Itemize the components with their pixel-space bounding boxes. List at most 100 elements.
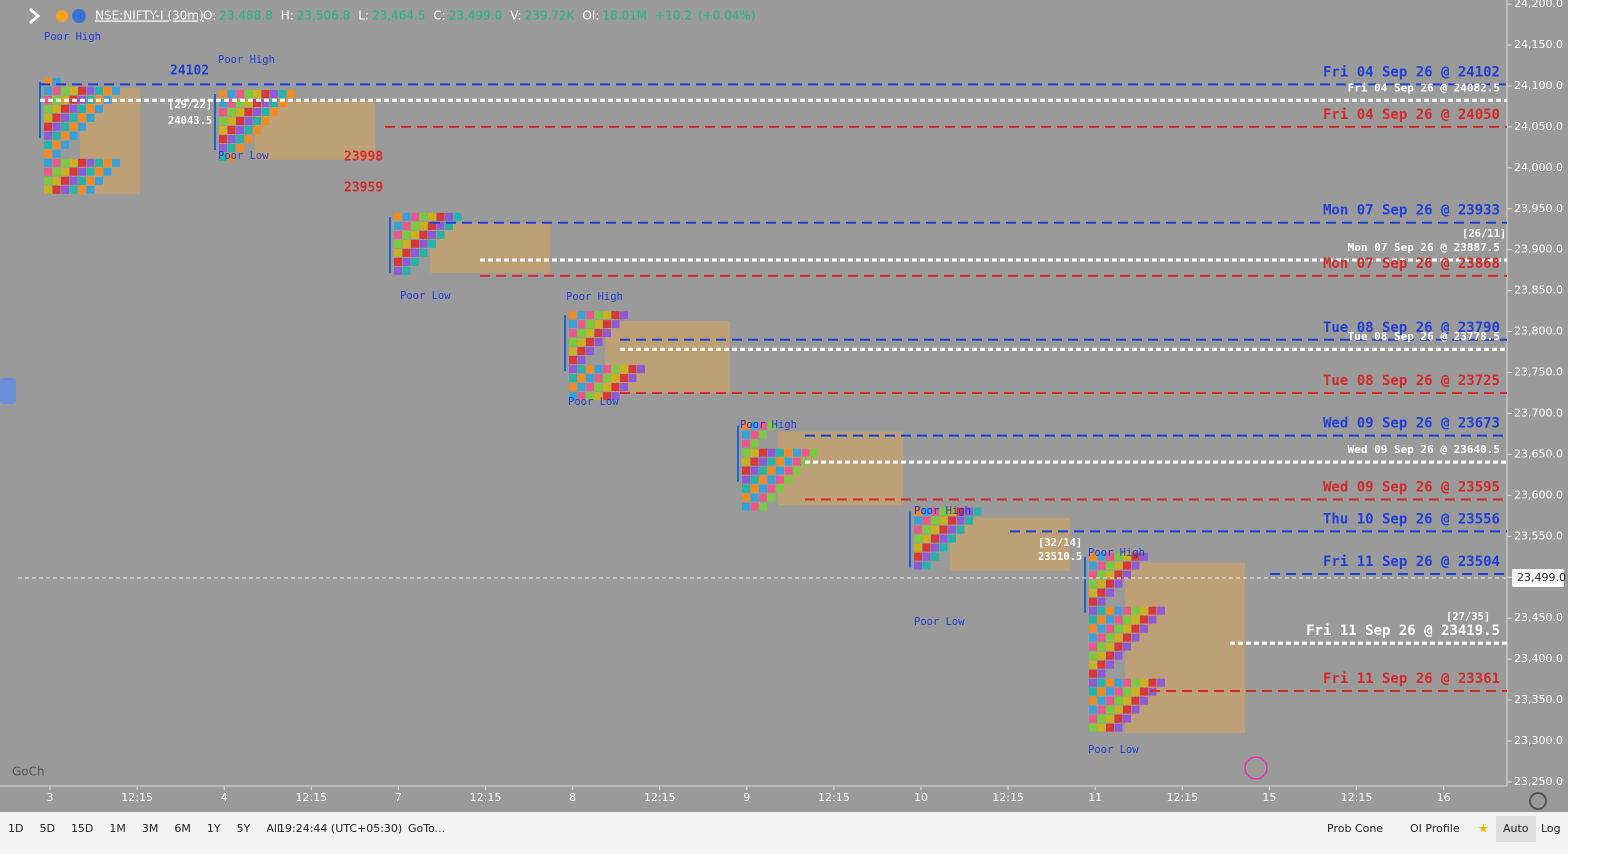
- tpo-block: [278, 99, 287, 108]
- tpo-block: [253, 90, 261, 99]
- price-label: 24,050.0: [1514, 120, 1563, 133]
- tpo-block: [784, 457, 793, 466]
- annotation: Poor High: [914, 505, 971, 517]
- tpo-block: [419, 230, 428, 239]
- symbol[interactable]: NSE:NIFTY-I (30m): [95, 9, 204, 23]
- tpo-block: [1106, 552, 1114, 561]
- toolbar-button[interactable]: OI Profile: [1410, 822, 1460, 835]
- range-button[interactable]: 5Y: [237, 822, 251, 835]
- range-button[interactable]: All: [266, 822, 280, 835]
- time-label: 10: [914, 791, 928, 804]
- tpo-block: [1114, 552, 1123, 561]
- tpo-block: [428, 239, 436, 248]
- tpo-block: [1140, 615, 1148, 624]
- range-button[interactable]: 3M: [142, 822, 159, 835]
- tpo-block: [931, 525, 939, 534]
- change: +10.2: [655, 9, 692, 23]
- tpo-block: [939, 525, 948, 534]
- tpo-block: [436, 221, 445, 230]
- range-button[interactable]: 1Y: [207, 822, 221, 835]
- range-button[interactable]: 15D: [71, 822, 93, 835]
- tpo-block: [586, 383, 594, 392]
- tpo-block: [419, 212, 428, 221]
- tpo-block: [750, 448, 759, 457]
- tpo-block: [44, 140, 52, 149]
- side-handle[interactable]: [0, 378, 16, 404]
- range-button[interactable]: 5D: [39, 822, 54, 835]
- tpo-block: [594, 392, 603, 401]
- tpo-block: [61, 104, 69, 113]
- tpo-block: [750, 493, 759, 502]
- price-label: 23,750.0: [1514, 366, 1563, 379]
- toolbar-button[interactable]: Auto: [1503, 822, 1529, 835]
- tpo-block: [594, 338, 603, 347]
- tpo-block: [227, 90, 236, 99]
- tpo-block: [1123, 552, 1131, 561]
- tpo-block: [44, 131, 52, 140]
- tpo-block: [776, 475, 784, 484]
- tpo-block: [1140, 624, 1148, 633]
- tpo-block: [86, 158, 95, 167]
- annotation: Poor Low: [914, 616, 965, 628]
- field-label: H:: [281, 9, 294, 23]
- tpo-block: [219, 117, 227, 126]
- tpo-block: [767, 448, 776, 457]
- tpo-block: [44, 149, 52, 158]
- tpo-block: [750, 502, 759, 511]
- tpo-block: [394, 230, 402, 239]
- tpo-block: [1140, 678, 1148, 687]
- price-label: 23,350.0: [1514, 693, 1563, 706]
- tpo-block: [922, 561, 931, 570]
- time-label: 12:15: [1166, 791, 1198, 804]
- field-value: 23,506.8: [297, 9, 350, 23]
- range-button[interactable]: 1M: [109, 822, 126, 835]
- tpo-block: [1097, 597, 1106, 606]
- expand-icon[interactable]: [29, 7, 41, 25]
- tpo-block: [1097, 687, 1106, 696]
- tpo-block: [742, 439, 750, 448]
- price-label: 24,100.0: [1514, 79, 1563, 92]
- level-label: Wed 09 Sep 26 @ 23673: [1323, 416, 1500, 432]
- tpo-block: [603, 392, 611, 401]
- tpo-block: [569, 320, 577, 329]
- tpo-block: [61, 185, 69, 194]
- tpo-block: [69, 176, 78, 185]
- tpo-block: [1089, 669, 1097, 678]
- toolbar-button[interactable]: Prob Cone: [1327, 822, 1383, 835]
- tpo-block: [776, 466, 784, 475]
- tpo-block: [1106, 651, 1114, 660]
- tpo-block: [1114, 633, 1123, 642]
- time-label: 8: [569, 791, 576, 804]
- event-marker[interactable]: [1244, 756, 1268, 780]
- tpo-block: [1131, 624, 1140, 633]
- toolbar-button[interactable]: Log: [1541, 822, 1561, 835]
- tpo-block: [445, 221, 453, 230]
- tpo-block: [69, 122, 78, 131]
- tpo-block: [742, 475, 750, 484]
- range-button[interactable]: 1D: [8, 822, 23, 835]
- annotation: Poor High: [1088, 547, 1145, 559]
- tpo-block: [1106, 678, 1114, 687]
- tpo-block: [52, 158, 61, 167]
- tpo-block: [1089, 552, 1097, 561]
- tpo-block: [569, 365, 577, 374]
- tpo-block: [742, 466, 750, 475]
- goto-button[interactable]: GoTo...: [408, 822, 445, 835]
- tpo-block: [586, 365, 594, 374]
- settings-icon[interactable]: [1529, 792, 1547, 810]
- annotation: Poor High: [740, 419, 797, 431]
- tpo-block: [86, 167, 95, 176]
- tpo-block: [244, 108, 253, 117]
- tpo-block: [628, 374, 637, 383]
- tpo-block: [219, 144, 227, 153]
- tpo-block: [939, 507, 948, 516]
- tpo-block: [577, 329, 586, 338]
- exchange-icon: [72, 9, 86, 23]
- range-button[interactable]: 6M: [174, 822, 191, 835]
- tpo-block: [44, 185, 52, 194]
- tpo-block: [931, 552, 939, 561]
- tpo-block: [1148, 615, 1157, 624]
- tpo-block: [931, 516, 939, 525]
- tpo-block: [86, 185, 95, 194]
- tpo-block: [78, 158, 86, 167]
